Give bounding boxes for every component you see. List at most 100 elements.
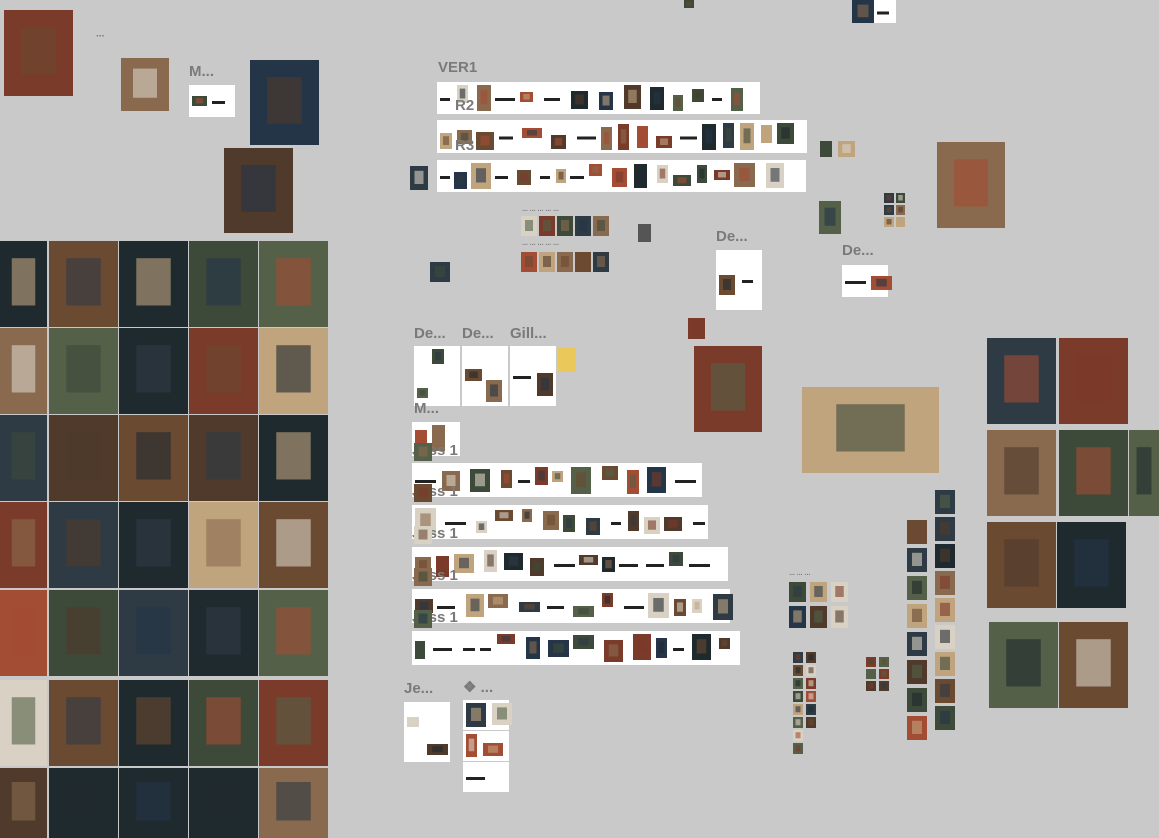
photo-detail [912,720,922,734]
frame-label[interactable]: ... [96,29,105,40]
frame-label[interactable]: ❖ ... [463,679,493,696]
text-block [646,564,664,567]
frame-label[interactable]: De... [716,228,748,245]
text-block [518,480,530,483]
photo-detail [912,580,922,594]
photo-detail [276,258,311,306]
photo-detail [578,608,589,615]
photo-detail [608,644,619,657]
photo-detail [435,266,445,277]
photo-detail [912,608,922,622]
photo-detail [206,782,241,821]
photo-detail [417,644,423,655]
photo-detail [547,514,555,526]
photo-detail [66,432,101,480]
gray-box[interactable] [638,224,651,242]
frame-label[interactable]: R2 [455,97,474,114]
frame-label[interactable]: De... [414,325,446,342]
photo-detail [686,1,692,7]
photo-detail [66,782,101,821]
photo-detail [418,446,428,457]
text-block [742,280,753,283]
photo-detail [136,258,171,306]
photo-detail [808,719,814,726]
photo-detail [480,90,488,105]
photo-detail [446,475,456,486]
photo-detail [940,602,950,616]
photo-detail [499,512,509,519]
photo-detail [508,556,519,566]
frame-label[interactable]: De... [462,325,494,342]
photo-detail [836,404,905,452]
photo-detail [743,128,751,144]
photo-detail [868,671,874,677]
text-block [554,564,575,567]
photo-detail [1004,539,1039,587]
photo-detail [940,521,950,535]
text-block [445,522,466,525]
photo-detail [814,586,823,597]
photo-detail [1136,447,1152,495]
photo-detail [553,643,564,653]
photo-detail [576,472,586,488]
sticky-note[interactable] [558,348,576,372]
photo-detail [651,472,662,487]
frame-label[interactable]: ... ... ... [789,570,810,577]
photo-detail [21,27,56,75]
photo-detail [886,195,892,201]
photo-detail [677,177,687,184]
frame-label[interactable]: Gill... [510,325,547,342]
frame-label[interactable]: De... [842,242,874,259]
text-block [466,777,485,780]
photo-detail [835,586,844,597]
photo-detail [898,207,903,213]
photo-detail [206,607,241,655]
photo-detail [648,520,656,530]
photo-detail [705,129,713,144]
photo-detail [842,144,851,153]
photo-detail [639,130,646,143]
photo-detail [940,656,950,670]
photo-detail [554,473,561,480]
text-block [495,176,508,179]
photo-detail [459,88,466,99]
photo-detail [501,636,511,642]
text-block [540,176,550,179]
photo-detail [881,659,887,665]
photo-detail [668,519,678,528]
photo-detail [793,610,802,623]
photo-detail [435,430,442,445]
text-block [680,136,697,140]
photo-detail [490,384,498,397]
photo-detail [940,575,950,589]
photo-detail [276,432,311,480]
photo-detail [554,137,563,146]
photo-detail [529,641,537,654]
photo-detail [206,519,241,567]
photo-detail [718,172,726,178]
photo-detail [763,128,770,139]
text-block [611,522,621,525]
photo-detail [795,732,801,739]
text-block [415,480,436,483]
frame-label[interactable]: ... ... ... ... ... [522,206,559,213]
frame-label[interactable]: Je... [404,680,433,697]
photo-detail [561,220,569,231]
frame-label[interactable]: VER1 [438,59,477,76]
photo-detail [637,639,647,654]
frame-label[interactable]: M... [414,400,439,417]
text-block [675,480,696,483]
photo-detail [898,219,903,225]
photo-detail [524,511,530,519]
photo-detail [439,560,446,572]
text-block [693,522,705,525]
photo-detail [606,468,614,477]
text-block [845,281,866,284]
photo-detail [658,642,665,653]
frame-label[interactable]: ... ... ... ... ... [522,240,559,247]
photo-detail [583,557,594,563]
photo-detail [711,363,745,411]
frame-label[interactable]: M... [189,63,214,80]
frame-label[interactable]: R3 [455,137,474,154]
